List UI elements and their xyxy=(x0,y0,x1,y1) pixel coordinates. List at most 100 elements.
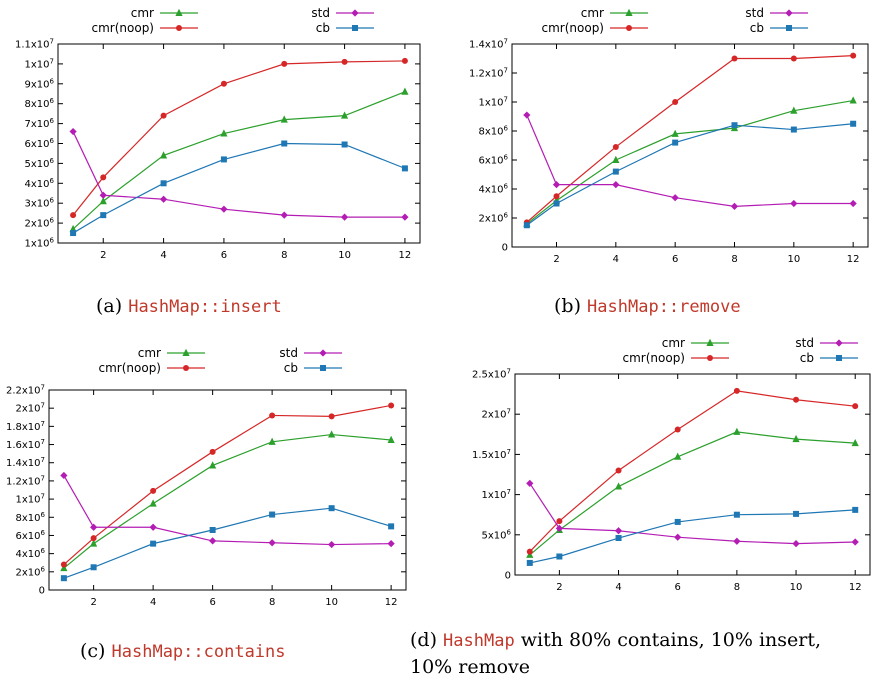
series-line xyxy=(529,509,856,564)
panel-mixed: 0 5x106 1x107 1.5x107 2x107 2.5x107 2 4 6 8 10 12 cm… xyxy=(410,330,896,678)
data-point xyxy=(340,111,349,119)
data-point xyxy=(387,435,395,443)
panel-contains: 0 2x106 4x106 6x106 8x106 1x107 1.2x107 1.4x107… xyxy=(0,330,448,675)
legend-label: std xyxy=(279,346,298,360)
data-point xyxy=(672,139,679,146)
data-point xyxy=(849,96,857,104)
data-point xyxy=(60,471,68,480)
series-line xyxy=(63,475,392,546)
legend-marker xyxy=(836,355,842,361)
caption-prefix: (d) xyxy=(410,629,437,651)
data-point xyxy=(790,55,797,62)
data-point xyxy=(401,165,408,172)
data-point xyxy=(90,564,97,571)
data-point xyxy=(268,539,276,547)
series-line xyxy=(72,91,406,230)
caption-prefix: (a) xyxy=(96,295,123,317)
x-tick-label: 6 xyxy=(675,582,681,593)
data-point xyxy=(850,120,857,127)
y-tick-label: 1.8x107 xyxy=(6,420,45,433)
data-point xyxy=(552,181,561,189)
x-tick-label: 10 xyxy=(338,250,351,261)
caption-c: (c) HashMap::contains xyxy=(80,638,286,665)
data-point xyxy=(523,222,530,229)
legend-marker xyxy=(176,25,182,31)
legend-marker xyxy=(320,365,326,371)
series-line xyxy=(526,123,854,226)
data-point xyxy=(674,518,681,525)
legend-label: cmr xyxy=(138,346,161,360)
data-point xyxy=(850,52,857,59)
data-point xyxy=(733,427,741,435)
y-tick-label: 1x107 xyxy=(16,493,45,506)
y-tick-label: 1.4x107 xyxy=(469,38,508,51)
data-point xyxy=(612,143,619,150)
y-tick-label: 9x106 xyxy=(25,77,55,90)
data-point xyxy=(100,212,107,219)
y-tick-label: 2x106 xyxy=(479,212,509,225)
legend-label: std xyxy=(311,6,330,20)
x-tick-label: 12 xyxy=(847,254,860,265)
data-point xyxy=(674,533,682,541)
data-point xyxy=(614,527,623,535)
caption-d: (d) HashMap with 80% contains, 10% inser… xyxy=(410,627,860,680)
series-cmr xyxy=(60,430,395,572)
data-point xyxy=(70,230,77,237)
data-point xyxy=(149,499,157,507)
y-tick-label: 1x106 xyxy=(25,237,55,250)
plot-frame xyxy=(57,43,421,244)
data-point xyxy=(612,155,620,163)
data-point xyxy=(730,202,739,210)
plot-frame xyxy=(511,43,869,248)
y-tick-label: 4x106 xyxy=(25,177,55,190)
data-point xyxy=(269,412,276,419)
y-tick-label: 2.5x107 xyxy=(472,368,511,381)
x-tick-label: 4 xyxy=(613,254,619,265)
y-tick-label: 0 xyxy=(502,243,508,254)
plot-frame xyxy=(48,389,407,591)
legend-marker xyxy=(786,25,792,31)
data-point xyxy=(526,479,534,487)
data-point xyxy=(792,434,800,443)
data-point xyxy=(793,510,800,517)
legend-label: cmr(noop) xyxy=(92,21,155,35)
legend-label: std xyxy=(795,336,814,350)
data-point xyxy=(209,527,216,533)
y-tick-label: 2x107 xyxy=(16,402,45,415)
x-tick-label: 10 xyxy=(325,597,338,608)
data-point xyxy=(731,122,738,129)
data-point xyxy=(790,106,798,114)
data-point xyxy=(851,538,859,546)
data-point xyxy=(401,213,409,221)
data-point xyxy=(280,115,288,123)
y-tick-label: 5x106 xyxy=(25,157,55,170)
data-point xyxy=(671,129,679,137)
data-point xyxy=(328,540,336,549)
data-point xyxy=(674,452,682,460)
legend-marker xyxy=(175,8,183,16)
data-point xyxy=(209,461,217,469)
x-tick-label: 6 xyxy=(221,250,227,261)
legend-label: cb xyxy=(750,21,764,35)
legend-marker xyxy=(626,25,632,31)
legend-label: cmr xyxy=(662,336,685,350)
series-line xyxy=(72,60,405,216)
data-point xyxy=(612,168,619,175)
data-point xyxy=(555,524,563,532)
legend-label: cmr(noop) xyxy=(99,361,162,375)
x-tick-label: 4 xyxy=(160,250,166,261)
legend-marker xyxy=(352,25,358,31)
y-tick-label: 1.1x107 xyxy=(15,38,54,51)
y-tick-label: 1.4x107 xyxy=(6,456,45,469)
data-point xyxy=(160,180,167,187)
data-point xyxy=(792,540,800,548)
x-tick-label: 4 xyxy=(615,582,621,593)
series-cmrnoop xyxy=(526,387,859,555)
series-cb xyxy=(526,506,859,566)
legend-label: cmr xyxy=(581,6,604,20)
series-line xyxy=(529,431,856,556)
data-point xyxy=(150,540,157,547)
data-point xyxy=(209,537,217,545)
caption-rest: with 80% contains, 10% insert, 10% remov… xyxy=(410,629,822,678)
legend-marker xyxy=(351,9,359,17)
